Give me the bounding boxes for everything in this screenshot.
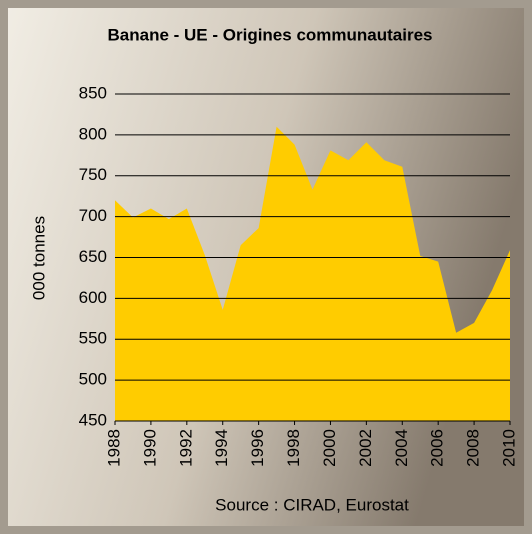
y-tick-label: 500: [79, 370, 107, 389]
y-tick-label: 750: [79, 165, 107, 184]
x-tick-label: 2008: [464, 429, 483, 467]
y-axis-label: 000 tonnes: [29, 216, 48, 300]
y-tick-label: 600: [79, 288, 107, 307]
x-tick-label: 1998: [284, 429, 303, 467]
x-tick-label: 1992: [176, 429, 195, 467]
x-tick-label: 2004: [392, 429, 411, 467]
x-tick-label: 2010: [499, 429, 518, 467]
y-tick-label: 850: [79, 83, 107, 102]
x-tick-label: 1990: [140, 429, 159, 467]
x-tick-label: 1988: [104, 429, 123, 467]
y-tick-label: 650: [79, 247, 107, 266]
y-tick-label: 800: [79, 124, 107, 143]
source: Source : CIRAD, Eurostat: [215, 495, 409, 514]
y-tick-label: 450: [79, 410, 107, 429]
x-tick-label: 2000: [320, 429, 339, 467]
area: [115, 126, 510, 421]
x-tick-label: 2006: [428, 429, 447, 467]
x-tick-label: 2002: [356, 429, 375, 467]
chart-title: Banane - UE - Origines communautaires: [108, 25, 433, 44]
y-tick-label: 550: [79, 329, 107, 348]
y-tick-label: 700: [79, 206, 107, 225]
x-tick-label: 1996: [248, 429, 267, 467]
x-tick-label: 1994: [212, 429, 231, 467]
